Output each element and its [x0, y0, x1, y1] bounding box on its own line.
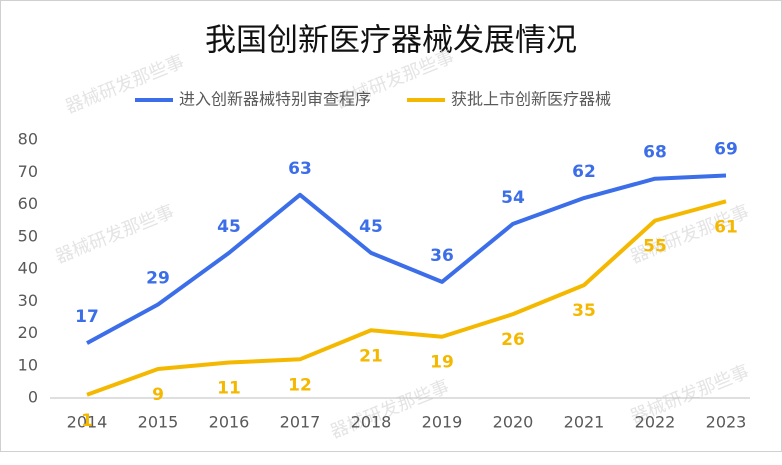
- chart-title: 我国创新医疗器械发展情况: [205, 23, 577, 59]
- data-label: 63: [288, 159, 312, 179]
- y-tick-label: 50: [18, 226, 38, 245]
- y-tick-label: 70: [18, 162, 38, 181]
- y-tick-label: 40: [18, 259, 38, 278]
- x-tick-label: 2015: [138, 413, 179, 432]
- y-tick-label: 80: [18, 130, 38, 149]
- y-tick-label: 20: [18, 323, 38, 342]
- series-line: [86, 173, 727, 345]
- data-label: 21: [359, 346, 383, 366]
- legend-label: 获批上市创新医疗器械: [451, 90, 611, 109]
- data-label: 1: [81, 411, 93, 431]
- data-label: 69: [714, 139, 738, 159]
- x-tick-label: 2020: [493, 413, 534, 432]
- y-tick-label: 10: [18, 355, 38, 374]
- data-label: 26: [501, 330, 525, 350]
- x-tick-label: 2019: [422, 413, 463, 432]
- data-label: 62: [572, 162, 596, 182]
- data-label: 19: [430, 353, 454, 373]
- x-tick-label: 2022: [635, 413, 676, 432]
- x-tick-label: 2016: [209, 413, 250, 432]
- data-label: 36: [430, 246, 454, 266]
- y-tick-label: 0: [28, 388, 38, 407]
- data-label: 35: [572, 301, 596, 321]
- data-label: 12: [288, 375, 312, 395]
- data-label: 29: [146, 268, 170, 288]
- series-line: [86, 199, 727, 397]
- x-tick-label: 2018: [351, 413, 392, 432]
- data-label: 55: [643, 237, 667, 257]
- data-label: 45: [217, 217, 241, 237]
- data-label: 9: [152, 385, 164, 405]
- y-tick-label: 30: [18, 291, 38, 310]
- x-tick-label: 2014: [67, 413, 108, 432]
- x-tick-label: 2017: [280, 413, 321, 432]
- data-label: 61: [714, 217, 738, 237]
- data-label: 68: [643, 143, 667, 163]
- data-label: 54: [501, 188, 525, 208]
- x-tick-label: 2023: [706, 413, 747, 432]
- x-tick-label: 2021: [564, 413, 605, 432]
- data-label: 45: [359, 217, 383, 237]
- data-label: 17: [75, 307, 99, 327]
- legend-label: 进入创新器械特别审查程序: [179, 90, 371, 109]
- y-tick-label: 60: [18, 194, 38, 213]
- data-label: 11: [217, 379, 241, 399]
